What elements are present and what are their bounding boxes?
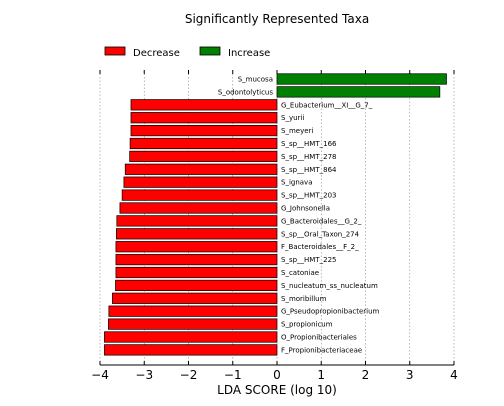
bar-label: S_ignava (281, 179, 313, 187)
bar-label: S_mucosa (238, 76, 273, 84)
x-tick-label: 4 (450, 368, 458, 382)
x-tick-label: −4 (91, 368, 109, 382)
bar-label: S_odontolyticus (218, 88, 273, 96)
bar-labels: S_mucosa S_odontolyticus G_Eubacterium__XI… (218, 76, 380, 355)
bar (104, 344, 278, 356)
bar-label: S_nucleatum_ss_nucleatum (281, 282, 378, 290)
bar-label: O_Propionibacteriales (281, 334, 357, 342)
bar-label: G_Johnsonella (281, 205, 330, 213)
bar (130, 99, 278, 111)
bar-label: G_Bacteroidales__G_2_ (281, 217, 362, 225)
bar (108, 318, 278, 330)
bar (276, 86, 441, 98)
x-axis: −4 −3 −2 −1 0 1 2 3 4 LDA SCORE (log 10) (91, 70, 458, 397)
bar (123, 176, 278, 188)
bar (112, 292, 278, 304)
bar-label: S_propionicum (281, 321, 333, 329)
bar-label: S_sp__HMT_864 (281, 166, 337, 174)
bar (276, 73, 447, 85)
bars (104, 73, 447, 356)
x-ticks: −4 −3 −2 −1 0 1 2 3 4 (91, 70, 458, 382)
x-tick-label: −3 (135, 368, 153, 382)
bar (115, 241, 278, 253)
bar (104, 331, 278, 343)
legend-label-increase: Increase (228, 48, 270, 59)
bar-label: S_sp__HMT_278 (281, 153, 336, 161)
bar-label: S_catoniae (281, 269, 319, 277)
bar (115, 254, 278, 266)
bar-label: S_meyeri (281, 127, 313, 135)
x-tick-label: 2 (362, 368, 370, 382)
bar-label: S_sp__Oral_Taxon_274 (281, 230, 360, 238)
x-axis-label: LDA SCORE (log 10) (217, 383, 337, 397)
bar (124, 163, 278, 175)
bar-label: S_moribillum (281, 295, 327, 303)
bar (116, 228, 278, 240)
bar-label: S_sp__HMT_203 (281, 192, 336, 200)
bar (115, 266, 278, 279)
bar-label: S_yurii (281, 114, 304, 122)
bar (116, 215, 278, 227)
bar (130, 112, 278, 124)
bar-label: G_Eubacterium__XI__G_7_ (281, 101, 373, 109)
bar (108, 305, 278, 317)
bar (129, 150, 278, 162)
x-tick-label: −2 (180, 368, 198, 382)
bar-label: F_Bacteroidales__F_2_ (281, 243, 359, 251)
bar (115, 279, 278, 291)
bar-label: G_Pseudopropionibacterium (281, 308, 380, 316)
legend: Decrease Increase (104, 46, 270, 59)
bar (129, 137, 278, 150)
bar (130, 124, 278, 137)
bar-label: S_sp__HMT_166 (281, 140, 337, 148)
chart-title: Significantly Represented Taxa (185, 12, 369, 26)
bar (121, 189, 278, 201)
x-tick-label: 0 (273, 368, 281, 382)
legend-swatch-increase (199, 46, 221, 56)
x-tick-label: 3 (406, 368, 414, 382)
x-tick-label: −1 (224, 368, 242, 382)
bar (119, 202, 278, 214)
legend-swatch-decrease (104, 46, 126, 56)
legend-label-decrease: Decrease (133, 48, 180, 59)
x-tick-label: 1 (317, 368, 325, 382)
bar-label: F_Propionibacteriaceae (281, 346, 362, 354)
bar-label: S_sp__HMT_225 (281, 256, 336, 264)
